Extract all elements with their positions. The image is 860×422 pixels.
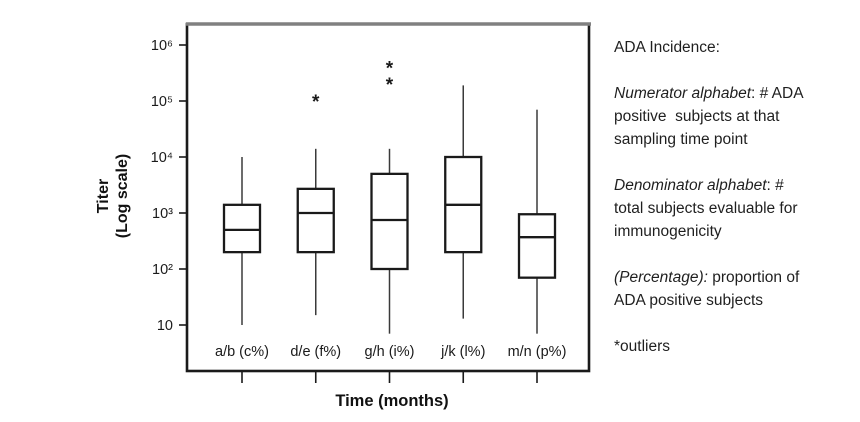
x-category-label: a/b (c%) — [215, 344, 269, 360]
note-text: : # total subjects evaluable for immunog… — [614, 177, 798, 240]
x-category-label: g/h (i%) — [365, 344, 415, 360]
x-axis-title: Time (months) — [335, 392, 448, 410]
percentage-note: (Percentage): proportion of ADA positive… — [614, 266, 856, 312]
y-tick-label: 10⁵ — [151, 94, 173, 110]
boxplot-chart-region: 10⁶ 10⁵ 10⁴ 10³ 10² 10 a/b (c%) * d/e (f%) * * g/h … — [95, 22, 591, 410]
box-iqr — [296, 187, 335, 254]
note-text: : # ADA positive subjects at that sampli… — [614, 85, 804, 148]
y-axis-title: Titer (Log scale) — [95, 154, 131, 238]
box-iqr — [222, 203, 262, 254]
numerator-note: Numerator alphabet: # ADA positive subje… — [614, 82, 856, 151]
outlier-star: * — [312, 92, 320, 113]
box-iqr — [517, 213, 557, 279]
x-category-label: d/e (f%) — [290, 344, 341, 360]
note-text: ADA Incidence: — [614, 39, 720, 56]
y-tick-label: 10⁶ — [151, 38, 173, 54]
x-category-label: m/n (p%) — [508, 344, 567, 360]
denominator-note: Denominator alphabet: # total subjects e… — [614, 174, 856, 243]
note-text: proportion of ADA positive subjects — [614, 269, 800, 309]
note-text: *outliers — [614, 338, 670, 355]
note-lead: Denominator alphabet — [614, 177, 767, 194]
outliers-note: *outliers — [614, 335, 856, 358]
y-axis-title-line: Titer — [95, 179, 112, 213]
note-lead: Numerator alphabet — [614, 85, 751, 102]
ada-incidence-panel: ADA Incidence: Numerator alphabet: # ADA… — [614, 36, 856, 381]
outlier-star: * — [386, 58, 394, 79]
y-axis-title-line: (Log scale) — [114, 154, 131, 238]
x-category-label: j/k (l%) — [440, 344, 485, 360]
box-iqr — [370, 172, 409, 271]
y-tick-label: 10⁴ — [151, 150, 173, 166]
panel-heading: ADA Incidence: — [614, 36, 856, 59]
y-tick-label: 10³ — [152, 206, 173, 222]
note-lead: (Percentage): — [614, 269, 708, 286]
y-tick-label: 10² — [152, 262, 173, 278]
outlier-star: * — [386, 75, 394, 96]
y-tick-label: 10 — [157, 318, 173, 334]
